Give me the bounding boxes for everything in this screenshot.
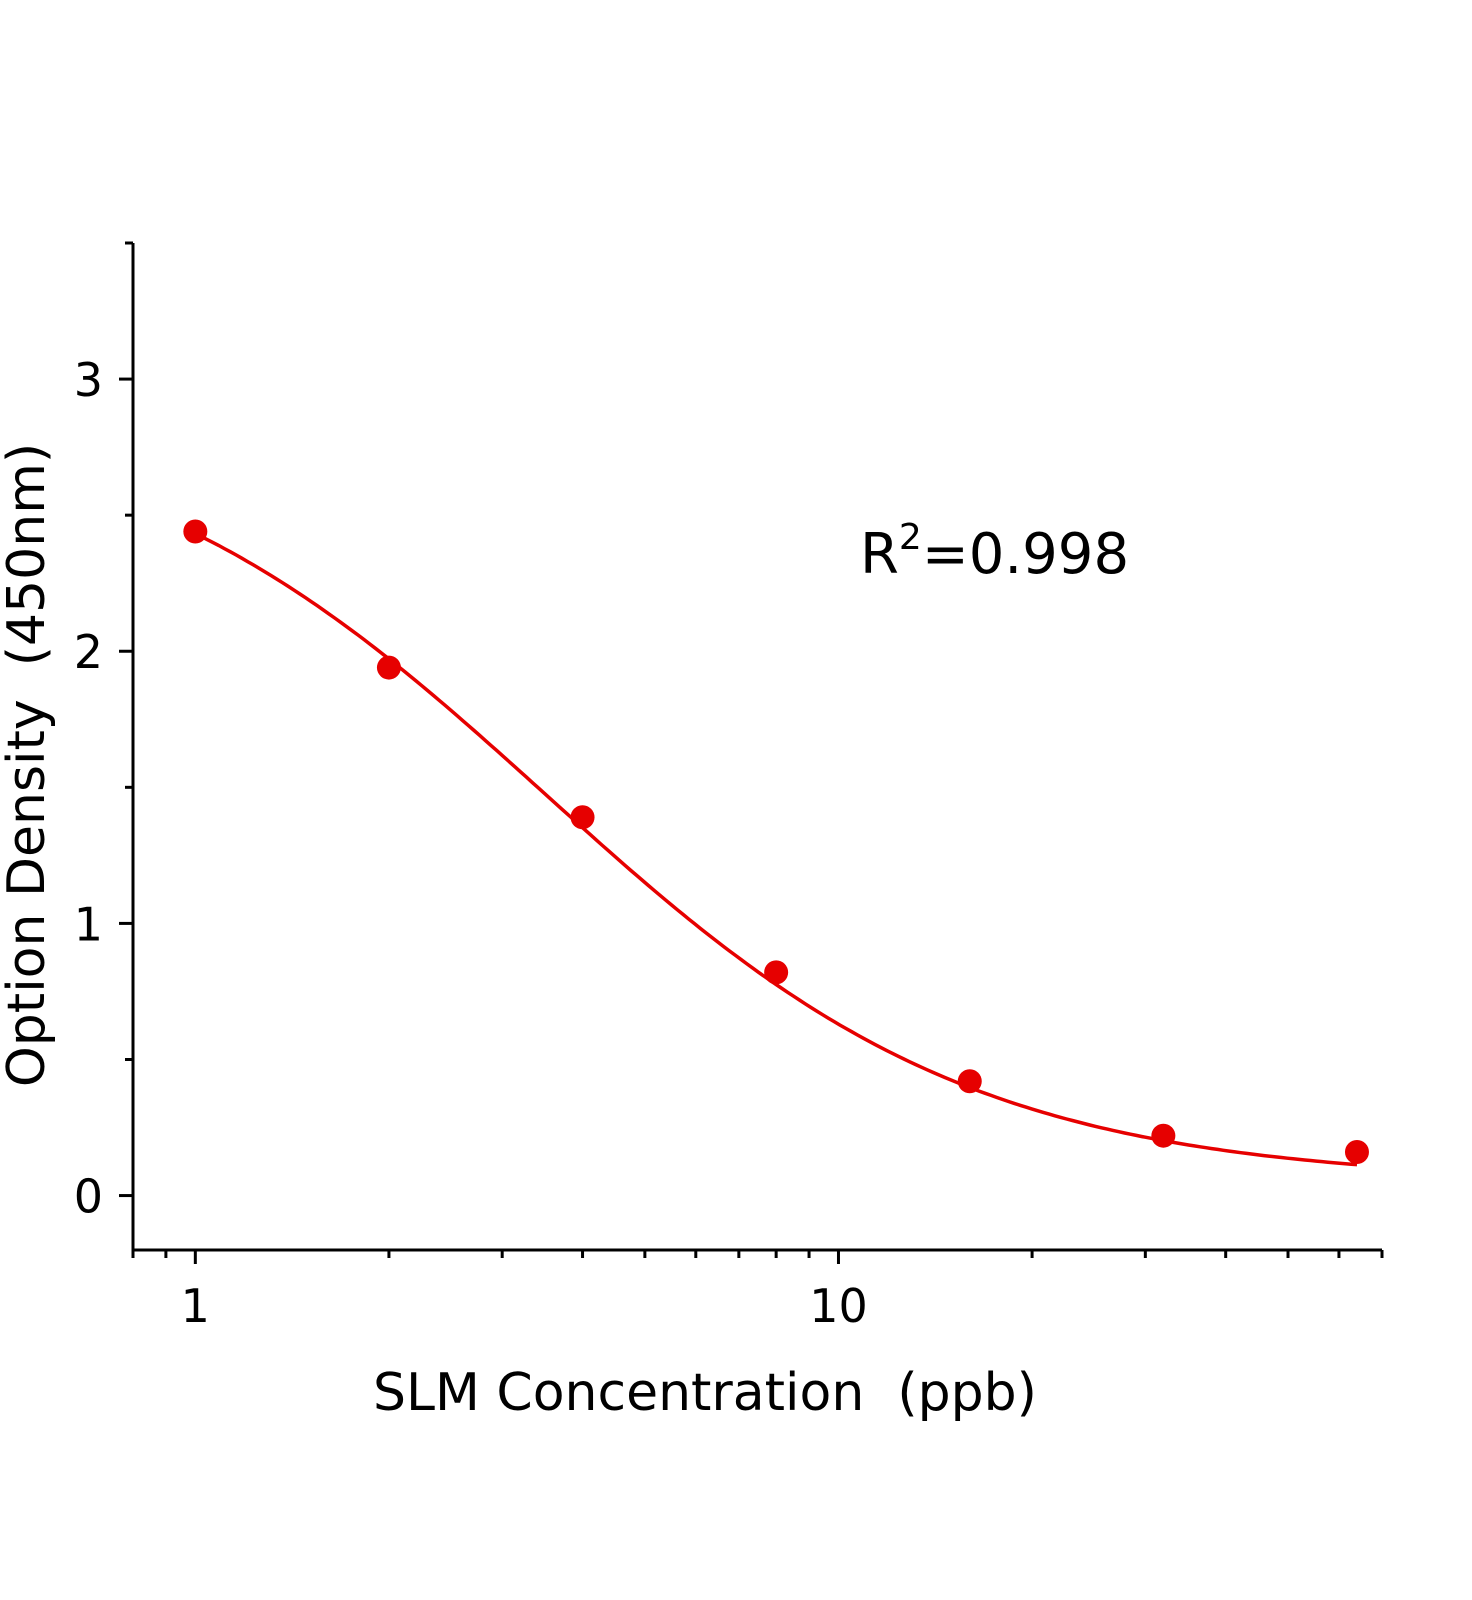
data-point <box>957 1069 982 1094</box>
x-axis-label: SLM Concentration (ppb) <box>373 1363 1037 1423</box>
y-tick-label: 1 <box>74 897 103 951</box>
x-tick-label: 10 <box>809 1279 868 1333</box>
r-superscript: 2 <box>899 517 922 558</box>
data-point <box>1151 1123 1176 1148</box>
y-axis-label: Option Density (450nm) <box>0 443 57 1087</box>
y-tick-label: 3 <box>74 353 103 407</box>
x-tick-label: 1 <box>181 1279 210 1333</box>
y-tick-label: 0 <box>74 1170 103 1224</box>
data-points <box>183 519 1369 1165</box>
r-squared-annotation: R2=0.998 <box>860 517 1129 587</box>
r-label: R <box>860 522 899 587</box>
data-point <box>183 519 208 544</box>
data-point <box>376 655 401 680</box>
fit-curve <box>194 531 1358 1167</box>
data-point <box>764 960 789 985</box>
axes <box>119 241 1384 1264</box>
y-tick-label: 2 <box>74 625 103 679</box>
tick-labels: 0 1 2 3 1 10 <box>74 353 868 1333</box>
r-value: =0.998 <box>922 522 1129 587</box>
data-point <box>1344 1140 1369 1165</box>
data-point <box>570 805 595 830</box>
